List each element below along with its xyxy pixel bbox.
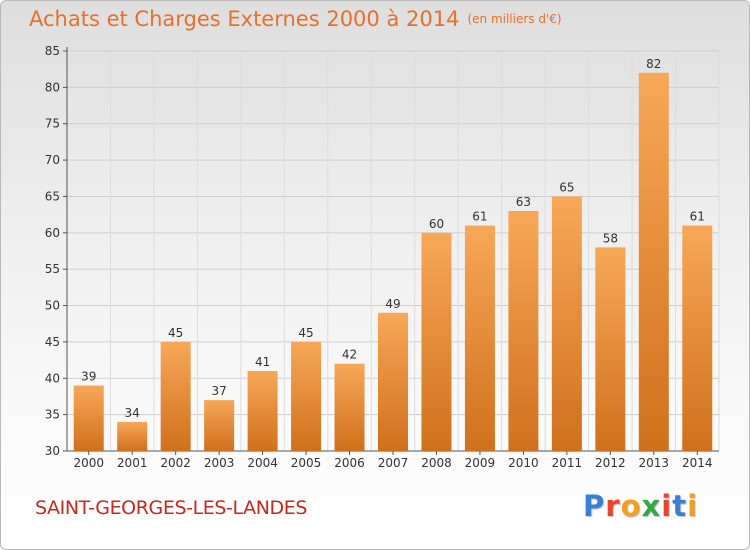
logo-letter: t [672, 489, 688, 523]
bar-2003[interactable] [204, 400, 235, 451]
data-label: 58 [603, 231, 618, 245]
logo-letter: r [605, 489, 621, 523]
commune-name: SAINT-GEORGES-LES-LANDES [35, 497, 308, 519]
data-label: 65 [559, 180, 574, 194]
x-tick-label: 2011 [552, 456, 583, 470]
y-tick-label: 30 [45, 444, 60, 458]
logo-letter: o [620, 489, 642, 523]
bar-2001[interactable] [117, 421, 148, 451]
y-tick-label: 85 [45, 44, 60, 58]
x-tick-label: 2010 [508, 456, 539, 470]
bar-2014[interactable] [682, 225, 713, 451]
axes: 30 35 40 45 50 55 60 65 70 75 80 85 2000 2001 2002 2003… [45, 44, 719, 470]
x-tick-label: 2003 [204, 456, 235, 470]
x-tick-label: 2005 [291, 456, 322, 470]
bar-2002[interactable] [160, 341, 191, 451]
bars [73, 72, 713, 452]
bar-2008[interactable] [421, 232, 452, 451]
data-label: 61 [472, 210, 487, 224]
chart-subtitle: (en milliers d'€) [467, 12, 562, 26]
y-tick-label: 75 [45, 117, 60, 131]
x-tick-label: 2001 [117, 456, 148, 470]
bar-2013[interactable] [638, 72, 669, 452]
data-label: 39 [81, 370, 96, 384]
x-tick-label: 2002 [160, 456, 191, 470]
x-tick-label: 2007 [378, 456, 409, 470]
x-tick-label: 2009 [465, 456, 496, 470]
proxiti-logo[interactable]: Proxiti [583, 489, 698, 523]
bar-2011[interactable] [551, 196, 582, 451]
y-tick-label: 70 [45, 153, 60, 167]
data-label: 60 [429, 217, 444, 231]
data-label: 82 [646, 57, 661, 71]
data-label: 63 [516, 195, 531, 209]
x-tick-label: 2014 [682, 456, 713, 470]
x-tick-label: 2000 [73, 456, 104, 470]
logo-letter: i [661, 489, 673, 523]
bar-2009[interactable] [464, 225, 495, 451]
chart-title: Achats et Charges Externes 2000 à 2014 (e… [29, 7, 562, 31]
y-tick-label: 80 [45, 80, 60, 94]
bar-2000[interactable] [73, 385, 104, 451]
data-label: 37 [211, 384, 226, 398]
logo-letter: x [641, 489, 662, 523]
y-tick-label: 65 [45, 189, 60, 203]
y-tick-label: 50 [45, 299, 60, 313]
y-tick-label: 60 [45, 226, 60, 240]
x-tick-label: 2004 [247, 456, 278, 470]
logo-letter: P [583, 489, 606, 523]
data-label: 45 [168, 326, 183, 340]
bar-2012[interactable] [595, 247, 626, 451]
data-label: 45 [298, 326, 313, 340]
y-tick-label: 45 [45, 335, 60, 349]
data-label: 49 [385, 297, 400, 311]
data-label: 42 [342, 348, 357, 362]
bar-2007[interactable] [378, 312, 408, 451]
y-tick-label: 35 [45, 408, 60, 422]
logo-letter: i [687, 489, 699, 523]
x-tick-label: 2006 [334, 456, 365, 470]
x-tick-label: 2008 [421, 456, 452, 470]
bar-2005[interactable] [291, 341, 322, 451]
x-tick-label: 2013 [639, 456, 670, 470]
x-tick-label: 2012 [595, 456, 626, 470]
chart-title-text: Achats et Charges Externes 2000 à 2014 [29, 7, 460, 31]
data-label: 61 [690, 210, 705, 224]
data-labels: 39 34 45 37 41 45 42 49 60 61 63 65 58 82 61 [81, 57, 705, 420]
y-tick-label: 40 [45, 371, 60, 385]
bar-2010[interactable] [508, 211, 539, 451]
data-label: 34 [125, 406, 140, 420]
bar-2006[interactable] [334, 363, 365, 451]
y-tick-label: 55 [45, 262, 60, 276]
bar-2004[interactable] [247, 371, 278, 451]
data-label: 41 [255, 355, 270, 369]
